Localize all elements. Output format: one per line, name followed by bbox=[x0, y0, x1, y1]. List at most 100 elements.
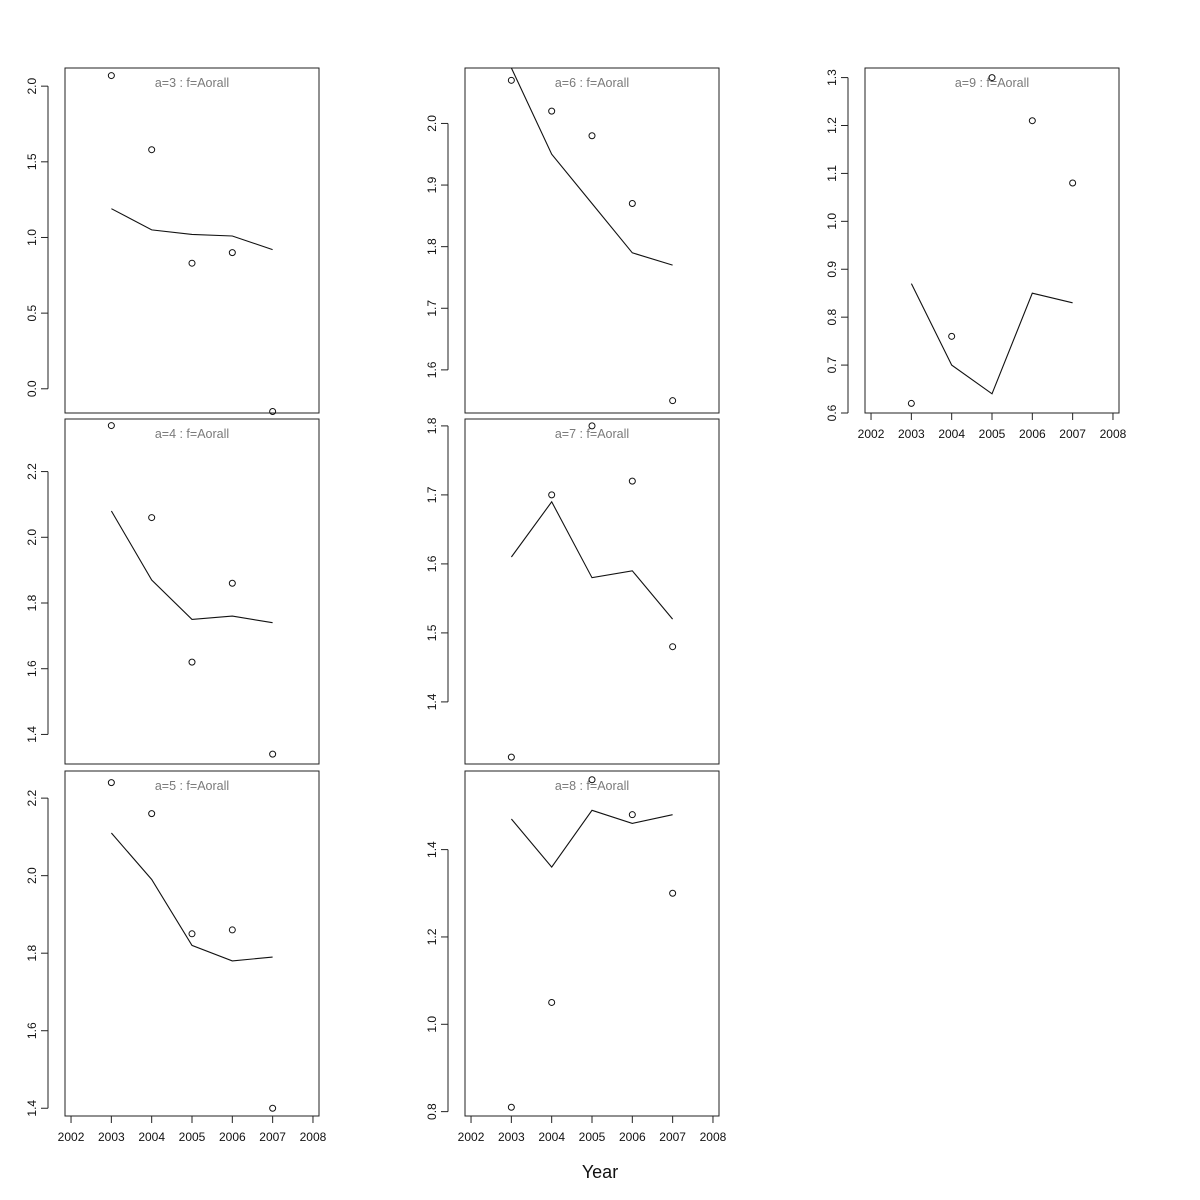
y-tick-label: 1.4 bbox=[425, 693, 439, 710]
fitted-series-line bbox=[910, 283, 1073, 395]
y-tick-label: 1.0 bbox=[825, 213, 839, 230]
x-tick-label: 2003 bbox=[498, 1130, 525, 1144]
panel-7: a=9 : f=Aorall 0.6 0.7 0.8 0.9 1.0 1.1 1.2 1.3 20… bbox=[825, 67, 1127, 441]
x-tick-label: 2006 bbox=[1019, 427, 1046, 441]
x-tick-label: 2004 bbox=[938, 427, 965, 441]
panel-frame bbox=[64, 770, 320, 1117]
y-tick-label: 0.0 bbox=[25, 380, 39, 397]
y-tick-label: 0.5 bbox=[25, 304, 39, 321]
panel-5: a=7 : f=Aorall 1.4 1.5 1.6 1.7 1.8 bbox=[425, 417, 720, 765]
x-tick-label: 2003 bbox=[98, 1130, 125, 1144]
y-tick-label: 1.8 bbox=[425, 417, 439, 434]
y-tick-label: 1.3 bbox=[825, 69, 839, 86]
x-tick-label: 2003 bbox=[898, 427, 925, 441]
y-axis: 0.6 0.7 0.8 0.9 1.0 1.1 1.2 1.3 bbox=[825, 69, 849, 421]
y-tick-label: 1.6 bbox=[25, 1022, 39, 1039]
observed-point bbox=[188, 658, 196, 666]
y-tick-label: 1.4 bbox=[25, 1100, 39, 1117]
panel-title: a=6 : f=Aorall bbox=[555, 76, 629, 90]
panel-frame bbox=[464, 770, 720, 1117]
panel-1: a=3 : f=Aorall 0.0 0.5 1.0 1.5 2.0 bbox=[25, 67, 320, 415]
panel-frame bbox=[64, 67, 320, 414]
y-tick-label: 1.2 bbox=[825, 117, 839, 134]
x-tick-label: 2004 bbox=[538, 1130, 565, 1144]
observed-point bbox=[269, 750, 277, 758]
panel-frame bbox=[64, 418, 320, 765]
panel-title: a=8 : f=Aorall bbox=[555, 779, 629, 793]
x-axis: 2002 2003 2004 2005 2006 2007 2008 bbox=[58, 1115, 327, 1144]
observed-point bbox=[548, 491, 556, 499]
y-tick-label: 1.5 bbox=[425, 624, 439, 641]
observed-point bbox=[188, 930, 196, 938]
y-tick-label: 2.2 bbox=[25, 789, 39, 806]
y-tick-label: 0.8 bbox=[425, 1103, 439, 1120]
x-tick-label: 2008 bbox=[300, 1130, 327, 1144]
y-tick-label: 1.2 bbox=[425, 928, 439, 945]
x-axis: 2002 2003 2004 2005 2006 2007 2008 bbox=[858, 412, 1127, 441]
y-tick-label: 1.8 bbox=[425, 238, 439, 255]
observed-point bbox=[148, 146, 156, 154]
x-tick-label: 2007 bbox=[259, 1130, 286, 1144]
y-tick-label: 0.9 bbox=[825, 261, 839, 278]
observed-point bbox=[588, 422, 596, 430]
observed-point bbox=[107, 779, 115, 787]
panel-title: a=3 : f=Aorall bbox=[155, 76, 229, 90]
observed-point bbox=[548, 107, 556, 115]
observed-point bbox=[948, 332, 956, 340]
x-tick-label: 2007 bbox=[659, 1130, 686, 1144]
x-tick-label: 2005 bbox=[979, 427, 1006, 441]
y-axis: 1.6 1.7 1.8 1.9 2.0 bbox=[425, 115, 449, 378]
observed-point bbox=[507, 1103, 515, 1111]
x-tick-label: 2006 bbox=[219, 1130, 246, 1144]
fitted-series-line bbox=[510, 809, 673, 868]
x-tick-label: 2006 bbox=[619, 1130, 646, 1144]
observed-point bbox=[1069, 179, 1077, 187]
observed-point bbox=[148, 810, 156, 818]
x-tick-label: 2007 bbox=[1059, 427, 1086, 441]
x-tick-label: 2005 bbox=[579, 1130, 606, 1144]
y-tick-label: 1.9 bbox=[425, 176, 439, 193]
observed-point bbox=[148, 514, 156, 522]
panel-4: a=6 : f=Aorall 1.6 1.7 1.8 1.9 2.0 bbox=[425, 67, 720, 414]
panel-title: a=9 : f=Aorall bbox=[955, 76, 1029, 90]
observed-point bbox=[628, 811, 636, 819]
y-tick-label: 0.6 bbox=[825, 404, 839, 421]
y-tick-label: 1.0 bbox=[25, 229, 39, 246]
y-tick-label: 2.2 bbox=[25, 463, 39, 480]
y-tick-label: 1.8 bbox=[25, 594, 39, 611]
fitted-series-line bbox=[111, 208, 273, 251]
y-tick-label: 1.8 bbox=[25, 945, 39, 962]
x-tick-label: 2004 bbox=[138, 1130, 165, 1144]
y-tick-label: 0.7 bbox=[825, 356, 839, 373]
observed-point bbox=[269, 407, 277, 415]
y-tick-label: 2.0 bbox=[25, 867, 39, 884]
y-tick-label: 1.5 bbox=[25, 153, 39, 170]
observed-point bbox=[628, 477, 636, 485]
observed-point bbox=[588, 776, 596, 784]
y-tick-label: 1.4 bbox=[25, 726, 39, 743]
x-tick-label: 2002 bbox=[458, 1130, 485, 1144]
observed-point bbox=[188, 259, 196, 267]
y-tick-label: 0.8 bbox=[825, 309, 839, 326]
x-tick-label: 2008 bbox=[1100, 427, 1127, 441]
y-axis: 1.4 1.5 1.6 1.7 1.8 bbox=[425, 417, 449, 710]
y-tick-label: 1.6 bbox=[25, 660, 39, 677]
panel-frame bbox=[464, 418, 720, 765]
x-tick-label: 2008 bbox=[700, 1130, 727, 1144]
observed-point bbox=[1028, 117, 1036, 125]
observed-point bbox=[507, 753, 515, 761]
observed-point bbox=[669, 889, 677, 897]
observed-point bbox=[228, 249, 236, 257]
observed-point bbox=[228, 579, 236, 587]
observed-point bbox=[669, 397, 677, 405]
y-tick-label: 1.6 bbox=[425, 555, 439, 572]
y-tick-label: 1.7 bbox=[425, 486, 439, 503]
observed-point bbox=[507, 76, 515, 84]
panel-2: a=4 : f=Aorall 1.4 1.6 1.8 2.0 2.2 bbox=[25, 418, 320, 765]
observed-point bbox=[269, 1104, 277, 1112]
observed-point bbox=[107, 422, 115, 430]
